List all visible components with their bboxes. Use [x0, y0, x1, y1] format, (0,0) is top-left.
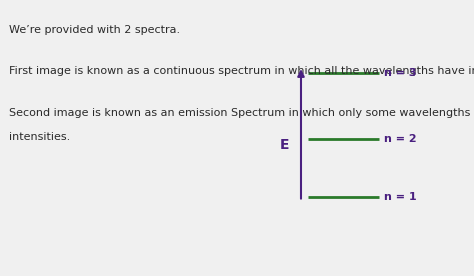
Text: First image is known as a continuous spectrum in which all the wavelengths have : First image is known as a continuous spe…	[9, 66, 474, 76]
Text: n = 2: n = 2	[384, 134, 417, 144]
Text: n = 3: n = 3	[384, 68, 417, 78]
Text: intensities.: intensities.	[9, 132, 71, 142]
Text: E: E	[280, 138, 289, 152]
Text: We’re provided with 2 spectra.: We’re provided with 2 spectra.	[9, 25, 181, 35]
Text: n = 1: n = 1	[384, 192, 417, 202]
Text: Second image is known as an emission Spectrum in which only some wavelengths hav: Second image is known as an emission Spe…	[9, 108, 474, 118]
